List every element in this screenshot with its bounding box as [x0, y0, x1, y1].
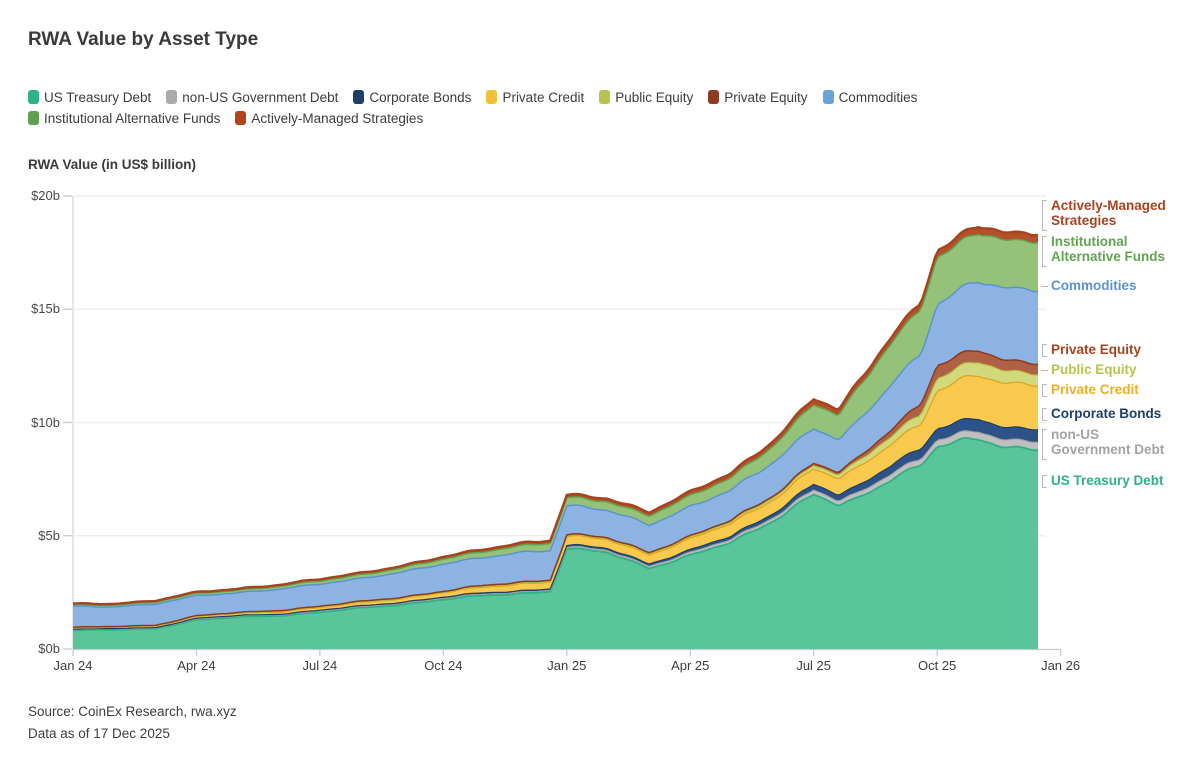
annotation-dash — [1041, 370, 1048, 371]
series-annotation: Private Equity — [1051, 342, 1142, 358]
legend-label: Institutional Alternative Funds — [44, 110, 221, 126]
x-tick-label: Oct 24 — [424, 658, 463, 673]
series-annotation-line: Corporate Bonds — [1051, 406, 1162, 421]
legend-row: US Treasury Debt non-US Government Debt Co… — [28, 87, 1178, 107]
legend-swatch-icon — [486, 90, 498, 104]
legend-label: Private Equity — [724, 89, 808, 105]
legend-label: Commodities — [838, 89, 918, 105]
series-annotation-line: Commodities — [1051, 278, 1137, 293]
series-annotation-line: Public Equity — [1051, 362, 1137, 377]
legend-item: Private Credit — [486, 90, 584, 105]
series-annotation-line: US Treasury Debt — [1051, 473, 1164, 488]
annotation-bracket — [1042, 200, 1047, 231]
annotation-bracket — [1042, 344, 1047, 357]
legend-label: Private Credit — [502, 89, 585, 105]
annotation-bracket — [1042, 236, 1047, 267]
legend-label: Corporate Bonds — [369, 89, 472, 105]
legend-label: US Treasury Debt — [44, 89, 152, 105]
legend-item: Actively-Managed Strategies — [235, 111, 423, 126]
annotation-bracket — [1042, 384, 1047, 397]
y-tick-label: $15b — [31, 301, 60, 317]
series-annotation: Private Credit — [1051, 382, 1139, 398]
series-annotation-line: Alternative Funds — [1051, 248, 1166, 264]
x-tick-label: Jan 26 — [1041, 658, 1081, 673]
series-annotation: US Treasury Debt — [1051, 473, 1164, 489]
series-annotation: Public Equity — [1051, 362, 1137, 378]
x-tick-label: Jan 24 — [53, 658, 93, 673]
y-axis-title: RWA Value (in US$ billion) — [28, 157, 197, 172]
legend-item: Public Equity — [599, 90, 693, 105]
x-tick-label: Oct 25 — [917, 658, 957, 673]
series-annotation: Commodities — [1051, 278, 1137, 294]
y-tick-label: $0b — [38, 641, 60, 656]
series-annotation-line: Private Equity — [1051, 342, 1142, 357]
legend-item: Institutional Alternative Funds — [28, 111, 220, 126]
series-annotation-line: non-US — [1051, 427, 1099, 442]
legend-item: Commodities — [822, 89, 918, 105]
y-tick-label: $5b — [38, 527, 60, 543]
x-tick-label: Jan 25 — [547, 658, 587, 673]
y-tick-label: $10b — [31, 414, 60, 430]
series-annotation: Institutional Alternative Funds — [1051, 234, 1166, 264]
annotation-bracket — [1042, 475, 1047, 488]
series-annotation-line: Strategies — [1051, 212, 1117, 228]
x-tick-label: Jul 25 — [796, 658, 832, 673]
series-annotation-line: Institutional — [1051, 234, 1128, 249]
legend-swatch-icon — [235, 111, 247, 125]
data-note: Data as of 17 Dec 2025 — [28, 726, 170, 741]
legend-label: non-US Government Debt — [182, 89, 339, 105]
x-tick-label: Apr 24 — [177, 658, 216, 673]
x-tick-label: Jul 24 — [302, 658, 338, 673]
legend-label: Actively-Managed Strategies — [251, 110, 424, 126]
annotation-bracket — [1042, 429, 1047, 460]
series-annotation-line: Private Credit — [1051, 382, 1139, 397]
page-title: RWA Value by Asset Type — [28, 29, 259, 50]
legend-swatch-icon — [353, 90, 365, 104]
legend-swatch-icon — [708, 90, 720, 104]
series-annotation: Corporate Bonds — [1051, 406, 1162, 422]
legend-swatch-icon — [28, 90, 39, 104]
legend-row: Institutional Alternative Funds Actively-… — [28, 108, 1178, 128]
legend-swatch-icon — [822, 90, 834, 104]
annotation-dash — [1041, 286, 1048, 287]
x-tick-label: Apr 25 — [671, 658, 710, 673]
annotation-bracket — [1042, 408, 1047, 421]
legend-item: Corporate Bonds — [353, 90, 471, 105]
legend-item: US Treasury Debt — [28, 90, 151, 105]
legend: US Treasury Debt non-US Government Debt Co… — [28, 87, 1178, 129]
series-annotation-line: Actively-Managed — [1051, 198, 1166, 213]
legend-item: Private Equity — [708, 89, 808, 105]
series-annotation: Actively-Managed Strategies — [1051, 198, 1166, 228]
y-tick-label: $20b — [31, 188, 60, 203]
legend-label: Public Equity — [615, 89, 694, 105]
legend-swatch-icon — [28, 111, 39, 125]
legend-item: non-US Government Debt — [166, 90, 338, 105]
series-annotation: non-US Government Debt — [1051, 427, 1165, 457]
legend-swatch-icon — [599, 90, 611, 104]
source-line: Source: CoinEx Research, rwa.xyz — [28, 704, 237, 719]
series-annotation-line: Government Debt — [1051, 441, 1165, 457]
legend-swatch-icon — [166, 90, 178, 104]
